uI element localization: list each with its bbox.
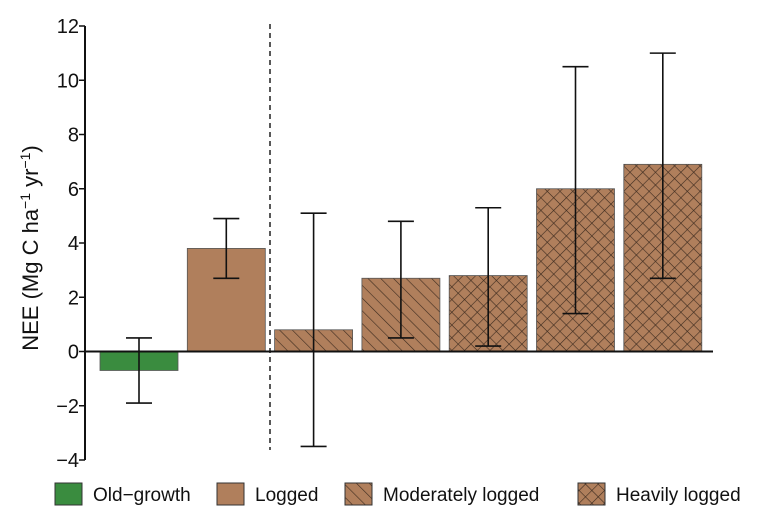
legend-label: Old−growth [93, 485, 191, 506]
y-tick-label: 0 [68, 342, 79, 364]
y-tick-label: −2 [56, 396, 79, 418]
y-tick-label: 6 [68, 179, 79, 201]
legend: Old−growth Logged Moderately logged Heavily… [54, 482, 741, 506]
error-bar-2 [213, 217, 240, 280]
y-tick-label: 10 [57, 70, 79, 92]
error-bar-7 [649, 52, 676, 280]
legend-swatch [344, 482, 373, 506]
legend-label: Logged [255, 485, 318, 506]
y-tick-label: 4 [68, 233, 79, 255]
axes-layer [79, 24, 713, 461]
y-tick-label: 2 [68, 287, 79, 309]
legend-item-3: Moderately logged [344, 482, 539, 506]
legend-item-2: Logged [216, 482, 318, 506]
error-bar-6 [562, 65, 589, 315]
legend-swatch [216, 482, 245, 506]
error-bar-5 [475, 206, 502, 347]
error-bars-layer [126, 52, 676, 448]
legend-item-1: Old−growth [54, 482, 191, 506]
error-bar-4 [387, 220, 414, 339]
legend-swatch [577, 482, 606, 506]
error-bar-3 [300, 212, 327, 448]
legend-swatch [54, 482, 83, 506]
y-tick-label: −4 [56, 450, 79, 472]
y-tick-labels: −4 −2 0 2 4 6 8 10 12 [56, 16, 79, 472]
legend-label: Moderately logged [383, 485, 539, 506]
y-axis-label: NEE (Mg C ha−1 yr−1) [17, 145, 43, 351]
error-bar-1 [126, 337, 152, 404]
y-tick-label: 12 [57, 16, 79, 38]
y-tick-label: 8 [68, 125, 79, 147]
legend-label: Heavily logged [616, 485, 741, 506]
legend-item-4: Heavily logged [577, 482, 741, 506]
